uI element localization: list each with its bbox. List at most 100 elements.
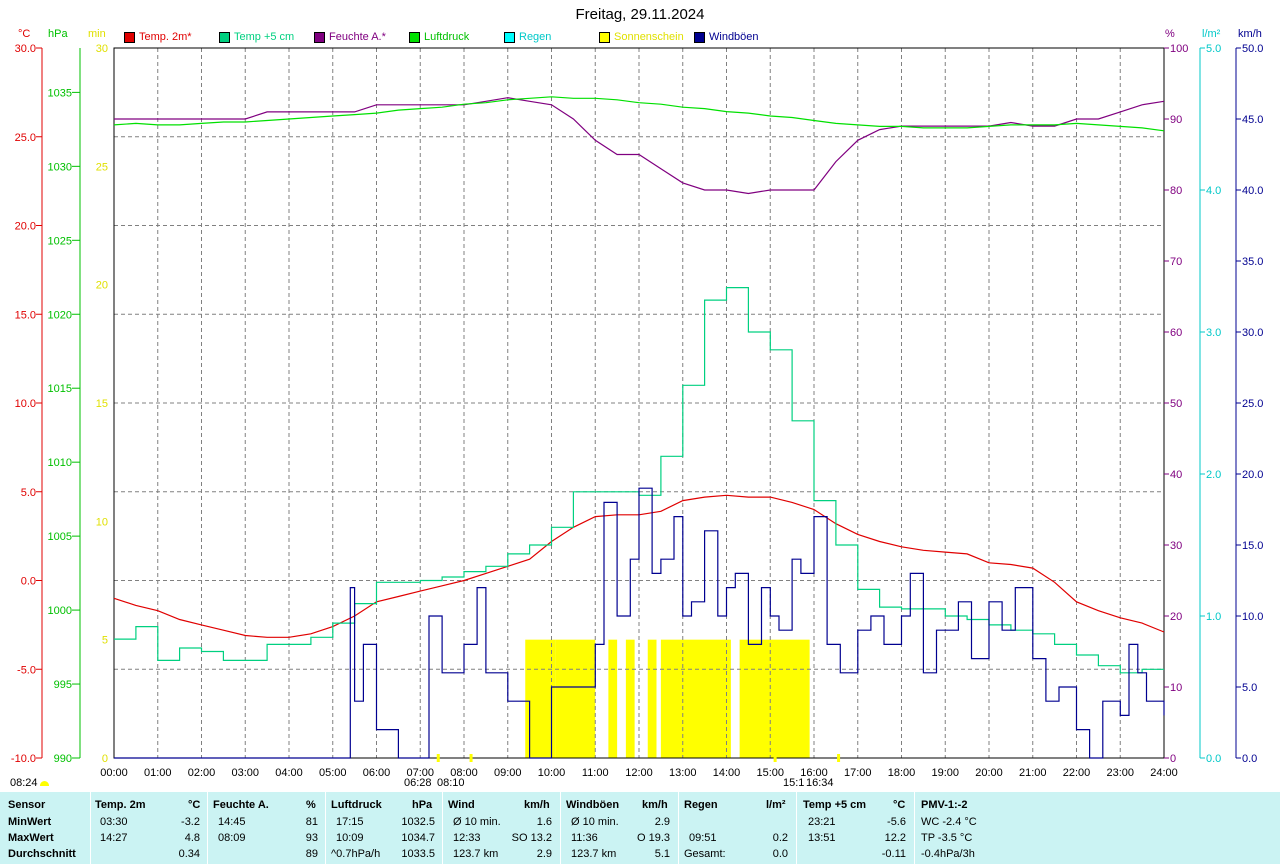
sunshine-bar	[660, 639, 731, 758]
stat-cell: 1032.5	[401, 816, 435, 828]
sunshine-bar	[739, 639, 810, 758]
sun-marker	[837, 754, 841, 762]
tick-label-sun: 15	[96, 398, 108, 410]
stat-cell: 0.2	[772, 832, 788, 844]
stat-cell: 1033.5	[401, 848, 435, 860]
stat-cell: 123.7 km	[453, 848, 499, 860]
stat-cell: -0.11	[881, 848, 906, 860]
tick-label-sun: 10	[96, 516, 108, 528]
table-divider	[207, 792, 208, 864]
tick-label-pressure: 1035	[48, 87, 72, 99]
tick-label-rain: 4.0	[1206, 185, 1221, 197]
tick-label-time: 19:00	[931, 767, 959, 779]
tick-label-pressure: 1025	[48, 235, 72, 247]
stat-cell: 13:51	[808, 832, 836, 844]
tick-label-pressure: 995	[54, 679, 72, 691]
sunshine-bar	[647, 639, 657, 758]
legend-gust: Windböen	[694, 31, 759, 43]
stat-cell: ^0.7hPa/h	[331, 848, 381, 860]
row-label-avg: Durchschnitt	[8, 848, 76, 860]
stat-cell: 09:51	[689, 832, 717, 844]
tick-label-time: 14:00	[713, 767, 741, 779]
tick-label-humidity: 90	[1170, 114, 1182, 126]
tick-label-pressure: 1005	[48, 531, 72, 543]
tick-label-time: 09:00	[494, 767, 522, 779]
tick-label-time: 13:00	[669, 767, 697, 779]
tick-label-temp: 30.0	[15, 43, 36, 55]
stat-cell: 1.6	[536, 816, 552, 828]
header-pmv: PMV-1:-2	[921, 799, 968, 811]
stat-cell: O 19.3	[636, 832, 670, 844]
stat-cell: Gesamt:	[684, 848, 726, 860]
tick-label-time: 20:00	[975, 767, 1003, 779]
series-pressure	[113, 96, 1165, 132]
axis-title-celsius: °C	[18, 28, 30, 40]
tick-label-gust: 35.0	[1242, 256, 1263, 268]
sun-marker	[773, 754, 777, 762]
tick-label-humidity: 60	[1170, 327, 1182, 339]
tick-label-humidity: 80	[1170, 185, 1182, 197]
tick-label-sun: 0	[102, 753, 108, 765]
series-temp5cm	[114, 287, 1164, 674]
tick-label-temp: 5.0	[21, 487, 36, 499]
header-temp2m: Temp. 2m	[95, 799, 146, 811]
header-rain: Regen	[684, 799, 718, 811]
sunset-label-2: 16:34	[806, 777, 834, 789]
tick-label-time: 04:00	[275, 767, 303, 779]
tick-label-gust: 25.0	[1242, 398, 1263, 410]
header-wind: Wind	[448, 799, 475, 811]
tick-label-gust: 30.0	[1242, 327, 1263, 339]
sunshine-bar	[525, 639, 556, 758]
tick-label-rain: 1.0	[1206, 611, 1221, 623]
table-divider	[442, 792, 443, 864]
stat-cell: 0.0	[772, 848, 788, 860]
tick-label-pressure: 990	[54, 753, 72, 765]
tick-label-time: 15:00	[756, 767, 784, 779]
axis-title-hpa: hPa	[48, 28, 68, 40]
tick-label-temp: 25.0	[15, 132, 36, 144]
tick-label-sun: 25	[96, 161, 108, 173]
legend-temp2m: Temp. 2m*	[124, 31, 192, 43]
axis-title-lm2: l/m²	[1202, 28, 1221, 40]
tick-label-time: 03:00	[231, 767, 259, 779]
stat-cell: 14:45	[218, 816, 246, 828]
axis-title-kmh: km/h	[1238, 28, 1262, 40]
stat-cell: TP -3.5 °C	[921, 832, 973, 844]
sunrise-label-2: 08:10	[437, 777, 465, 789]
tick-label-pressure: 1030	[48, 161, 72, 173]
stat-cell: -0.4hPa/3h	[921, 848, 975, 860]
header-wind-unit: km/h	[524, 799, 550, 811]
sunrise-label: 06:28	[404, 777, 432, 789]
stat-cell: -5.6	[887, 816, 906, 828]
tick-label-humidity: 40	[1170, 469, 1182, 481]
tick-label-sun: 30	[96, 43, 108, 55]
stat-cell: 08:09	[218, 832, 246, 844]
tick-label-pressure: 1015	[48, 383, 72, 395]
sunshine-bar	[608, 639, 618, 758]
statistics-table: Sensor Temp. 2m °C Feuchte A. % Luftdruc…	[0, 792, 1280, 864]
stat-cell: 1034.7	[401, 832, 435, 844]
stat-cell: 12.2	[884, 832, 906, 844]
tick-label-time: 10:00	[538, 767, 566, 779]
header-pressure-unit: hPa	[412, 799, 433, 811]
tick-label-gust: 0.0	[1242, 753, 1257, 765]
tick-label-humidity: 0	[1170, 753, 1176, 765]
tick-label-pressure: 1020	[48, 309, 72, 321]
sunshine-bar	[555, 639, 596, 758]
sun-icon	[40, 781, 49, 786]
stat-cell: 11:36	[571, 832, 598, 844]
stat-cell: SO 13.2	[511, 832, 552, 844]
stat-cell: WC -2.4 °C	[921, 816, 977, 828]
tick-label-time: 08:00	[450, 767, 478, 779]
tick-label-sun: 5	[102, 635, 108, 647]
header-rain-unit: l/m²	[766, 799, 786, 811]
stat-cell: Ø 10 min.	[571, 816, 619, 828]
stat-cell: Ø 10 min.	[453, 816, 501, 828]
sunshine-bar	[625, 639, 635, 758]
tick-label-gust: 10.0	[1242, 611, 1263, 623]
axis-title-percent: %	[1165, 28, 1175, 40]
stat-cell: 123.7 km	[571, 848, 617, 860]
tick-label-time: 01:00	[144, 767, 172, 779]
tick-label-humidity: 10	[1170, 682, 1182, 694]
chart-title: Freitag, 29.11.2024	[575, 6, 705, 23]
